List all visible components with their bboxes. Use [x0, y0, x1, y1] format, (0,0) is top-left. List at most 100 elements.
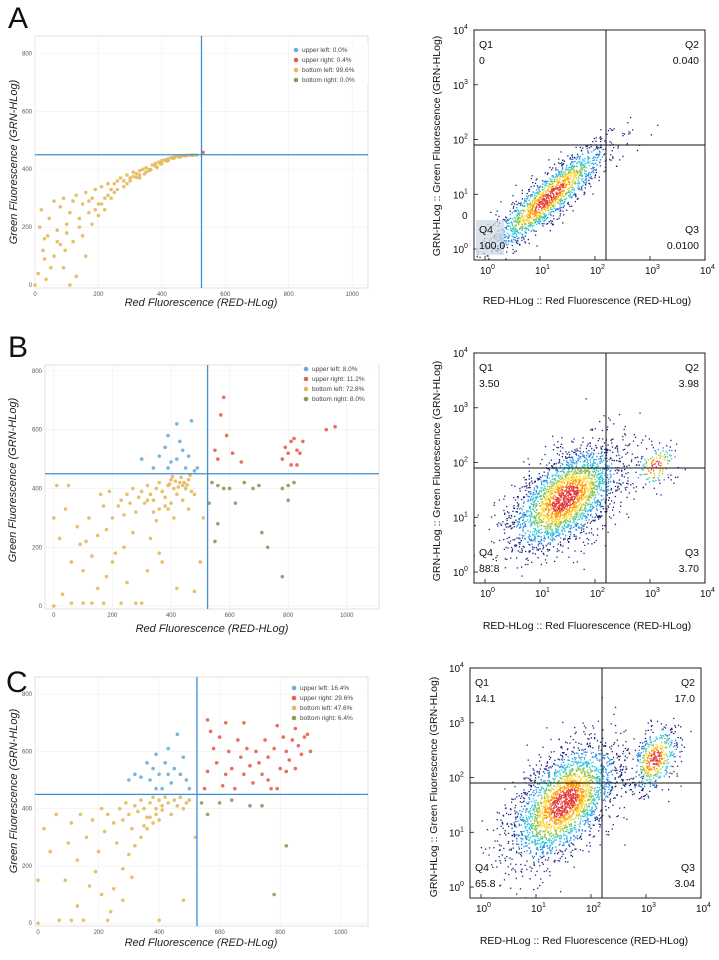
flow-event — [565, 192, 567, 194]
flow-event — [519, 228, 521, 230]
y-tick-label: 0 — [29, 921, 33, 927]
flow-event — [574, 174, 577, 176]
flow-event — [499, 539, 501, 542]
flow-event — [519, 227, 522, 229]
y-axis-title: Green Fluorescence (GRN-HLog) — [8, 708, 20, 873]
flow-event — [557, 489, 560, 491]
flow-event — [547, 189, 549, 191]
flow-event — [559, 200, 561, 202]
flow-event — [591, 503, 593, 506]
flow-event — [635, 471, 637, 473]
flow-event — [561, 480, 563, 482]
flow-event — [562, 497, 565, 500]
flow-event — [575, 493, 577, 496]
legend-label: upper right: 29.6% — [300, 695, 353, 702]
flow-event — [560, 504, 562, 507]
flow-event — [564, 474, 566, 476]
flow-event — [560, 503, 563, 506]
scatter-point — [114, 841, 119, 845]
flow-event — [532, 222, 534, 224]
flow-event — [585, 145, 587, 148]
flow-event — [583, 463, 585, 466]
flow-event — [557, 162, 560, 164]
flow-event — [549, 166, 551, 169]
flow-event — [552, 487, 554, 490]
scatter-point — [93, 187, 98, 192]
flow-event — [521, 234, 524, 236]
flow-event — [588, 179, 590, 181]
y-tick-base: 10 — [453, 136, 465, 147]
flow-event — [552, 449, 555, 451]
flow-event — [567, 186, 569, 189]
flow-event — [558, 523, 560, 525]
flow-event — [577, 197, 579, 200]
flow-event — [566, 471, 569, 473]
flow-event — [573, 165, 575, 167]
flow-event — [601, 137, 603, 140]
flow-event — [559, 493, 561, 495]
flow-event — [516, 207, 518, 209]
flow-event — [544, 445, 547, 448]
flow-event — [588, 165, 591, 167]
flow-event — [536, 493, 538, 495]
flow-event — [574, 550, 576, 552]
flow-event — [495, 557, 497, 559]
flow-event — [571, 499, 573, 501]
flow-event — [551, 204, 553, 206]
flow-event — [521, 236, 523, 238]
flow-event — [661, 473, 664, 475]
flow-event — [544, 499, 546, 501]
flow-event — [523, 525, 525, 527]
flow-event — [639, 474, 641, 476]
flow-event — [560, 183, 562, 186]
x-tick-label: 800 — [275, 930, 286, 936]
flow-event — [626, 482, 628, 484]
flow-event — [549, 509, 551, 511]
flow-event — [552, 531, 555, 534]
flow-event — [570, 783, 572, 785]
flow-event — [562, 159, 564, 161]
flow-event — [645, 463, 647, 465]
flow-event — [583, 530, 585, 533]
flow-event — [531, 561, 533, 563]
flow-event — [659, 457, 661, 459]
flow-event — [558, 454, 560, 456]
scatter-point — [169, 812, 174, 817]
flow-event — [563, 528, 566, 530]
flow-event — [535, 491, 537, 493]
flow-event — [519, 524, 521, 526]
flow-event — [619, 483, 622, 485]
flow-event — [548, 532, 550, 534]
flow-event — [544, 202, 546, 204]
scatter-point — [177, 480, 182, 485]
flow-event — [555, 196, 557, 198]
flow-event — [534, 553, 536, 555]
flow-event — [552, 533, 554, 535]
flow-event — [529, 210, 532, 212]
flow-event — [528, 214, 530, 216]
scatter-point — [281, 735, 286, 739]
flow-event — [534, 499, 536, 501]
flow-event — [565, 513, 567, 515]
flow-event — [580, 178, 583, 180]
flow-event — [553, 478, 556, 480]
flow-event — [588, 468, 590, 470]
flow-event — [493, 273, 494, 274]
flow-event — [541, 512, 543, 514]
flow-event — [505, 526, 507, 528]
flow-event — [562, 533, 564, 535]
flow-event — [568, 473, 570, 475]
flow-event — [555, 513, 557, 515]
quadrant-name-q1: Q1 — [479, 39, 493, 51]
flow-event — [547, 193, 549, 195]
flow-event — [518, 518, 520, 521]
flow-event — [510, 517, 512, 519]
flow-event — [595, 481, 597, 483]
flow-event — [620, 484, 622, 486]
flow-event — [528, 211, 531, 213]
flow-event — [580, 173, 583, 175]
flow-event — [583, 478, 585, 480]
flow-event — [535, 230, 537, 232]
scatter-point — [134, 601, 138, 605]
x-tick-label: 1000 — [334, 930, 348, 936]
